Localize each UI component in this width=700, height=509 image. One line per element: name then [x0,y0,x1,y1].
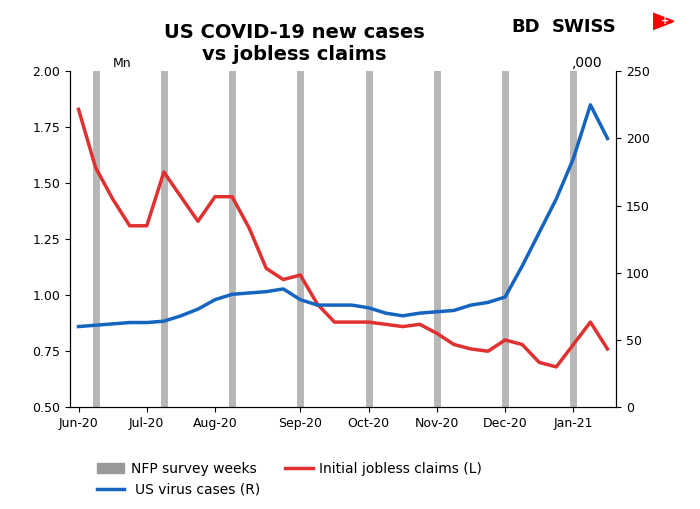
Text: +: + [661,16,668,26]
Text: ,000: ,000 [572,55,602,70]
Text: Mn: Mn [113,56,131,70]
Legend: NFP survey weeks, Initial jobless claims (L): NFP survey weeks, Initial jobless claims… [91,457,488,482]
Legend: US virus cases (R): US virus cases (R) [91,477,266,502]
Polygon shape [653,13,674,30]
Text: US COVID-19 new cases
vs jobless claims: US COVID-19 new cases vs jobless claims [164,23,424,64]
Text: BD: BD [511,18,540,36]
Text: SWISS: SWISS [552,18,617,36]
